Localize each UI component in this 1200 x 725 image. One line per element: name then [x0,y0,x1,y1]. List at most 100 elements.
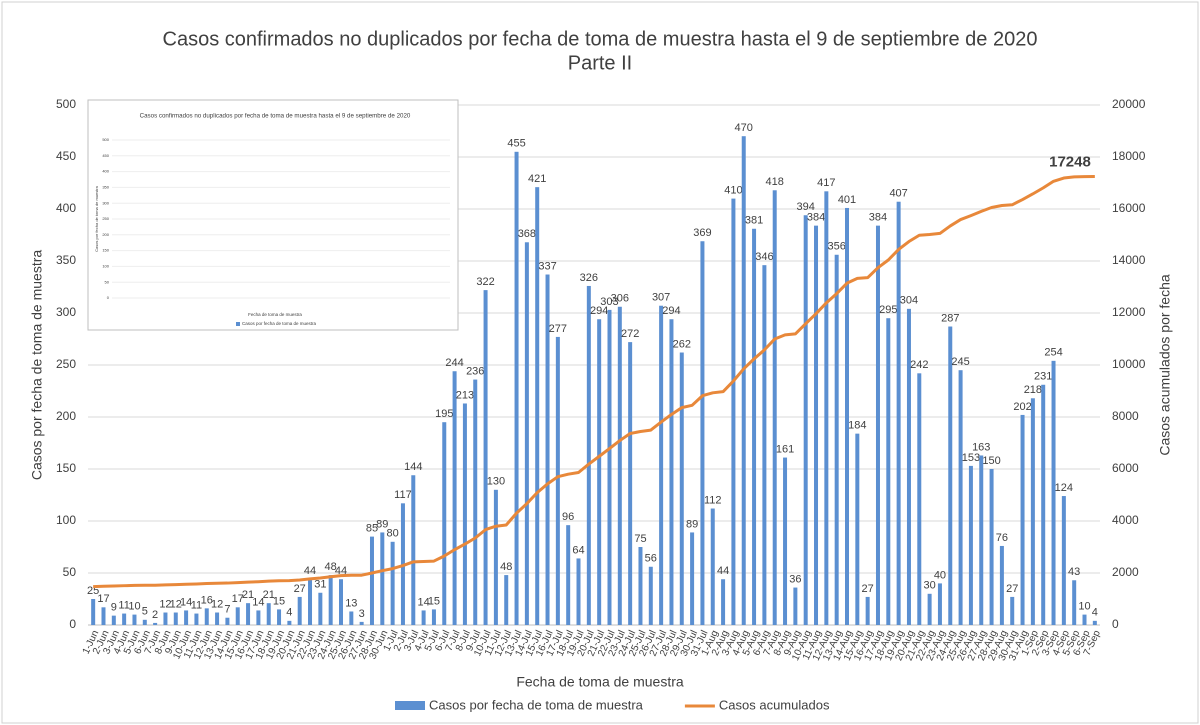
bar-value-label: 17 [232,593,244,605]
bar [659,305,664,625]
bar [628,342,633,625]
bar-value-label: 236 [466,365,484,377]
y-tick-label: 400 [56,201,76,215]
y2-tick-label: 10000 [1112,357,1146,371]
bar-value-label: 470 [735,122,753,134]
bar [473,379,478,625]
bar [824,191,829,625]
bar-value-label: 369 [693,227,711,239]
bar-value-label: 40 [934,569,946,581]
bar [380,532,385,625]
bar [277,609,282,625]
bar-value-label: 7 [224,604,230,616]
end-value-label: 17248 [1049,154,1091,171]
bar-value-label: 27 [1006,583,1018,595]
bar-value-label: 231 [1034,371,1052,383]
bar-value-label: 401 [838,194,856,206]
bar [762,265,767,625]
inset-legend-label: Casos por fecha de toma de muestra [242,321,317,326]
bar-value-label: 5 [142,606,148,618]
bar [948,326,953,625]
inset-y-tick-label: 50 [105,279,110,284]
y2-axis-title: Casos acumulados por fecha [1157,274,1173,456]
bar-value-label: 48 [500,561,512,573]
bar [431,609,436,625]
bar [999,545,1004,625]
bar-value-label: 44 [717,565,729,577]
inset-y-tick-label: 250 [102,216,109,221]
bar-value-label: 418 [766,176,784,188]
bar-value-label: 417 [817,177,835,189]
bar [710,508,715,625]
bar [359,621,364,625]
bar-value-label: 44 [304,565,316,577]
bar-value-label: 356 [827,241,845,253]
bar-value-label: 27 [862,583,874,595]
bar [566,525,571,625]
bar-value-label: 150 [982,455,1000,467]
bar [256,610,261,625]
bar [927,593,932,625]
x-axis-title: Fecha de toma de muestra [516,674,684,690]
bar-value-label: 287 [941,312,959,324]
bar [638,547,643,625]
bar [452,371,457,625]
bar-value-label: 11 [191,599,202,611]
bar-value-label: 303 [600,296,618,308]
inset-legend-swatch [236,322,240,326]
bar-value-label: 15 [273,595,285,607]
bar [349,611,354,625]
bar [204,608,209,625]
bar-value-label: 80 [387,528,399,540]
bar [504,575,509,625]
bar-value-label: 245 [951,356,969,368]
bar [1010,596,1015,625]
bar [906,308,911,625]
bar-value-label: 21 [263,589,275,601]
bar [607,309,612,625]
y-tick-label: 0 [69,617,76,631]
bar [752,228,757,625]
bar-value-label: 218 [1024,384,1042,396]
bar [111,615,116,625]
bar [462,403,467,625]
bar [1030,398,1035,625]
bar-value-label: 306 [611,293,629,305]
bar-value-label: 112 [704,494,722,506]
bar [669,319,674,625]
bar-value-label: 43 [1068,566,1080,578]
bar-value-label: 75 [634,533,646,545]
inset-title: Casos confirmados no duplicados por fech… [140,113,411,120]
bar-value-label: 10 [128,601,140,613]
bar [690,532,695,625]
bar [132,614,137,625]
bar [483,290,488,625]
bar-value-label: 56 [645,553,657,565]
bar [153,622,158,625]
bar-value-label: 326 [580,272,598,284]
bar [215,612,220,625]
bar-value-label: 153 [962,452,980,464]
bar-value-label: 124 [1055,482,1073,494]
bar-value-label: 96 [562,511,574,523]
bar [979,455,984,625]
bar [793,587,798,625]
bar-value-label: 455 [507,138,525,150]
bar-value-label: 262 [673,338,691,350]
bar-value-label: 163 [972,441,990,453]
bar-value-label: 14 [252,596,264,608]
bar [184,610,189,625]
bar-value-label: 15 [428,595,440,607]
y-tick-label: 50 [63,565,77,579]
bar-value-label: 17 [97,593,109,605]
inset-y-tick-label: 450 [102,153,109,158]
bar [287,620,292,625]
inset-y-tick-label: 200 [102,232,109,237]
inset-frame [87,99,459,331]
inset-chart: Casos confirmados no duplicados por fech… [87,99,459,331]
bar-value-label: 14 [417,596,429,608]
inset-y-tick-label: 0 [107,295,110,300]
bar [783,457,788,625]
bar-value-label: 4 [1092,607,1098,619]
bar-value-label: 244 [445,357,463,369]
